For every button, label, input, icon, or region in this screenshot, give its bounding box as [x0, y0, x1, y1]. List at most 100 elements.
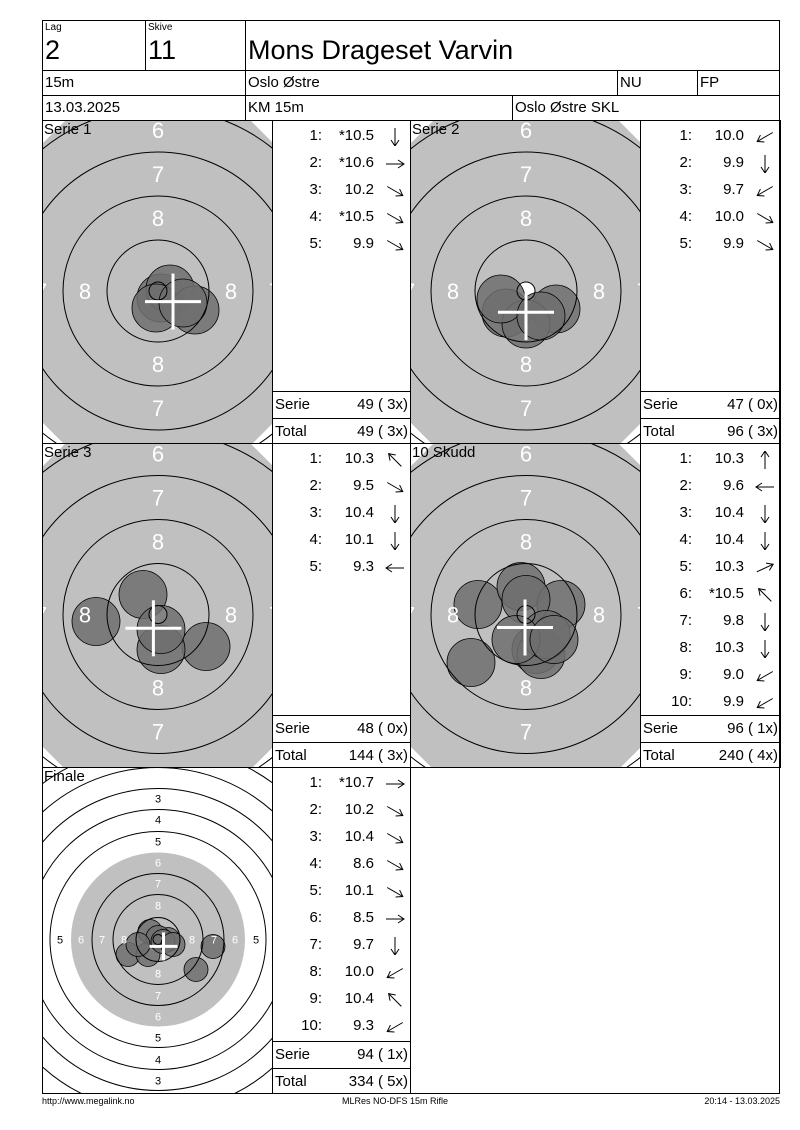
shot-row: 4: 10.0 [641, 205, 780, 229]
class: NU [620, 74, 642, 91]
shot-score: 9.9 [353, 235, 374, 252]
ring-label: 6 [232, 934, 238, 946]
shot-number: 6: [309, 909, 322, 926]
target-ring [62, 195, 254, 387]
ring-label: 6 [155, 857, 161, 869]
shot-number: 10: [671, 693, 692, 710]
shot-number: 3: [679, 181, 692, 198]
shot-number: 3: [309, 181, 322, 198]
shot-number: 9: [679, 666, 692, 683]
shot-number: 7: [309, 936, 322, 953]
club-cell: Oslo Østre [245, 70, 618, 96]
ring-label: 7 [637, 602, 641, 627]
shot-row: 9: 9.0 [641, 663, 780, 687]
serie-value: 48 ( 0x) [357, 720, 408, 737]
ring-label: 6 [152, 121, 164, 143]
shot-number: 1: [309, 127, 322, 144]
serie-label: Serie [275, 396, 311, 413]
ring-label: 6 [152, 763, 164, 768]
shot-number: 6: [679, 585, 692, 602]
shot-row: 10: 9.3 [273, 1014, 410, 1038]
ring-label: 8 [155, 900, 161, 912]
arrow-down-right-icon [386, 833, 404, 844]
serie-value: 49 ( 3x) [357, 396, 408, 413]
target-panel: Serie 3888877776666 [42, 443, 273, 768]
arrow-down-icon [760, 613, 770, 631]
target-ring [43, 151, 272, 431]
shot-hole [516, 291, 566, 341]
panel-title: 10 Skudd [412, 444, 476, 461]
distance-cell: 15m [42, 70, 246, 96]
ring-label: 8 [520, 529, 532, 554]
arrow-down-right-icon [756, 240, 774, 251]
ring-label: 6 [520, 121, 532, 143]
ring-label: 7 [520, 719, 532, 744]
shot-number: 1: [679, 450, 692, 467]
serie-sum-row: Serie 49 ( 3x) [273, 391, 410, 418]
shot-number: 4: [309, 855, 322, 872]
shot-hole [446, 638, 496, 687]
shot-score: 9.7 [723, 181, 744, 198]
shot-number: 8: [679, 639, 692, 656]
total-value: 49 ( 3x) [357, 423, 408, 440]
shot-number: 5: [309, 235, 322, 252]
shot-score: 10.4 [344, 990, 374, 1007]
total-label: Total [643, 747, 675, 764]
shot-row: 8: 10.3 [641, 636, 780, 660]
discipline: FP [700, 74, 720, 91]
total-sum-row: Total 334 ( 5x) [273, 1068, 410, 1093]
shot-score: 10.4 [344, 828, 374, 845]
shot-score: 9.7 [353, 936, 374, 953]
arrow-down-icon [760, 532, 770, 550]
footer-url[interactable]: http://www.megalink.no [42, 1096, 135, 1106]
shot-score: 10.0 [344, 963, 374, 980]
event: KM 15m [248, 99, 304, 116]
ring-label: 8 [520, 206, 532, 231]
target-panel: 10 Skudd888877776666 [410, 443, 641, 768]
skive-value: 11 [148, 35, 177, 65]
serie-label: Serie [275, 720, 311, 737]
arrow-left-icon [755, 482, 774, 492]
footer-timestamp: 20:14 - 13.03.2025 [704, 1096, 780, 1106]
serie-value: 94 ( 1x) [357, 1046, 408, 1063]
ring-label: 8 [520, 352, 532, 377]
shot-row: 7: 9.7 [273, 933, 410, 957]
shot-score: *10.6 [338, 154, 374, 171]
ring-label: 6 [520, 444, 532, 466]
serie-label: Serie [643, 720, 679, 737]
arrow-down-icon [760, 640, 770, 658]
shot-row: 7: 9.8 [641, 609, 780, 633]
shot-score: 9.3 [353, 1017, 374, 1034]
arrow-up-left-icon [387, 452, 402, 467]
arrow-down-right-icon [386, 887, 404, 898]
ring-label: 3 [155, 793, 161, 805]
arrow-down-right-icon [756, 213, 774, 224]
shot-hole [71, 597, 121, 646]
target-ring [474, 239, 578, 343]
arrow-down-icon [390, 505, 400, 523]
shot-number: 8: [309, 963, 322, 980]
arrow-down-icon [390, 937, 400, 955]
target-ring [135, 917, 181, 962]
shot-row: 1: *10.5 [273, 124, 410, 148]
distance: 15m [45, 74, 75, 91]
date: 13.03.2025 [45, 99, 121, 116]
total-value: 144 ( 3x) [348, 747, 408, 764]
ring-label: 8 [152, 352, 164, 377]
discipline-cell: FP [697, 70, 780, 96]
shot-score: 8.5 [353, 909, 374, 926]
shot-row: 1: 10.3 [273, 447, 410, 471]
total-label: Total [275, 747, 307, 764]
shot-number: 2: [679, 477, 692, 494]
shot-number: 3: [309, 504, 322, 521]
target-ring [106, 563, 210, 666]
ring-label: 7 [269, 602, 273, 627]
arrow-down-right-icon [386, 806, 404, 817]
arrow-down-right-icon [386, 482, 404, 493]
shot-number: 4: [679, 208, 692, 225]
panel-title: Serie 2 [412, 121, 460, 138]
team-cell: Oslo Østre SKL [512, 95, 780, 121]
shot-score: 10.3 [714, 558, 744, 575]
